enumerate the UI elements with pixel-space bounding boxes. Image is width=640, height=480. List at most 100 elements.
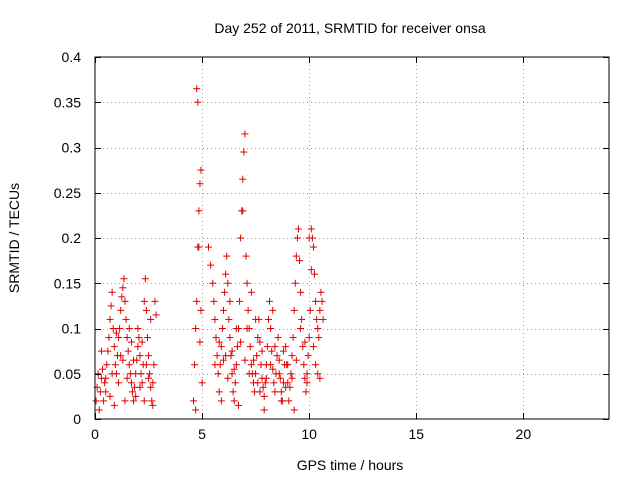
data-point [293,234,301,242]
data-point [123,374,131,382]
data-point [284,379,292,387]
data-point [140,297,148,305]
data-point [296,257,304,265]
data-point [232,361,240,369]
data-point [319,315,327,323]
data-points [92,85,327,414]
data-point [192,406,200,414]
data-point [267,361,275,369]
data-point [95,406,103,414]
data-point [258,347,266,355]
data-point [109,325,117,332]
data-point [101,379,109,387]
data-point [239,175,247,183]
data-point [127,379,135,387]
data-point [247,288,255,296]
data-point [256,388,264,396]
data-point [223,252,231,260]
data-point [136,383,144,391]
data-point [226,297,234,305]
data-point [222,270,230,278]
data-point [135,334,143,342]
data-point [260,406,268,414]
data-point [224,374,232,382]
data-point [127,338,135,346]
data-point [218,325,226,332]
data-point [124,347,132,355]
data-point [307,266,315,274]
data-point [252,315,260,323]
data-point [196,180,204,188]
data-point [145,352,153,360]
data-point [192,325,200,332]
data-point [314,325,322,332]
data-point [273,352,281,360]
data-point [148,397,156,405]
data-point [119,284,127,292]
data-point [298,315,306,323]
data-point [134,325,142,332]
data-point [197,166,205,174]
data-point [150,361,158,369]
data-point [215,388,223,396]
data-point [103,361,111,369]
data-point [211,361,219,369]
data-point [217,343,225,351]
data-point [149,379,157,387]
data-point [220,306,227,314]
data-point [128,388,136,396]
data-point [226,334,234,342]
data-point [249,356,257,364]
data-point [137,370,145,378]
data-point [145,374,153,382]
data-point [106,392,114,400]
data-point [214,370,222,378]
data-point [102,388,110,396]
data-point [197,306,205,314]
data-point [267,325,275,332]
data-point [97,347,105,355]
data-point [213,352,221,360]
data-point [287,370,295,378]
data-point [121,397,129,405]
data-point [191,361,199,369]
data-point [276,374,284,382]
x-axis-label: GPS time / hours [297,457,404,473]
data-point [274,334,282,342]
data-point [288,374,296,382]
data-point [313,315,321,323]
data-point [314,370,322,378]
data-point [119,356,127,364]
data-point [230,365,238,373]
x-tick-label: 20 [516,426,532,442]
x-tick-label: 0 [91,426,99,442]
data-point [246,343,254,351]
data-point [318,297,326,305]
y-axis-label: SRMTID / TECUs [6,183,22,293]
data-point [268,347,276,355]
data-point [316,374,324,382]
data-point [151,297,159,305]
data-point [303,379,311,387]
data-point [220,356,227,364]
data-point [152,311,160,319]
data-point [299,343,307,351]
data-point [236,297,244,305]
data-point [110,343,118,351]
data-point [125,361,133,369]
data-point [260,392,268,400]
data-point [143,334,151,342]
x-tick-label: 15 [408,426,424,442]
data-point [297,288,305,296]
data-point [138,338,146,346]
data-point [307,225,315,233]
data-point [211,315,219,323]
data-point [140,397,148,405]
data-point [275,370,283,378]
data-point [117,306,125,314]
data-point [271,343,279,351]
data-point [315,334,323,342]
data-point [261,379,269,387]
y-tick-label: 0.2 [62,230,82,246]
data-point [198,379,206,387]
